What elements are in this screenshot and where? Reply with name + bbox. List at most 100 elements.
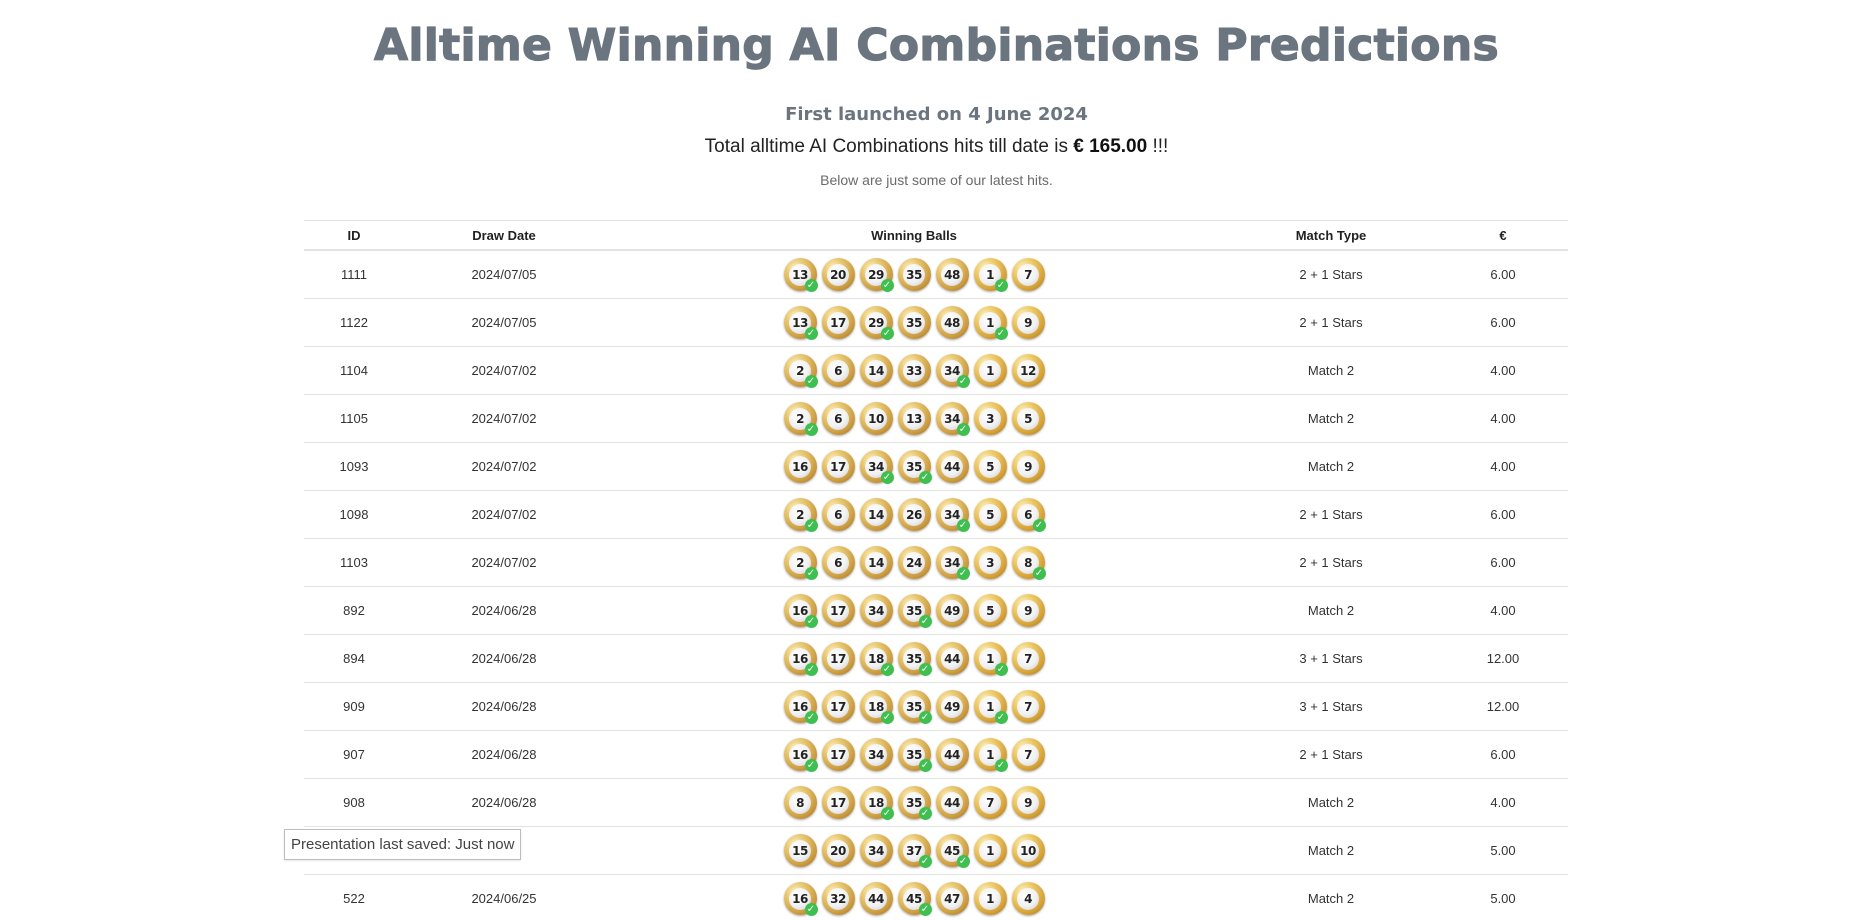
number-ball: 45 ✓ — [897, 882, 932, 916]
ball-number: 24 — [903, 551, 925, 574]
ball-number: 45 — [941, 839, 963, 862]
ball-number: 9 — [1017, 455, 1039, 478]
ball-number: 5 — [1017, 407, 1039, 430]
number-ball: 49 — [935, 594, 969, 627]
ball-number: 3 — [979, 407, 1001, 430]
hit-check-icon: ✓ — [918, 471, 932, 484]
ball-number: 9 — [1017, 791, 1039, 814]
ball-number: 2 — [789, 359, 811, 382]
ball-number: 4 — [1017, 887, 1039, 910]
ball-number: 20 — [827, 263, 849, 286]
hit-check-icon: ✓ — [804, 903, 818, 916]
number-ball: 35 ✓ — [897, 738, 932, 772]
hit-check-icon: ✓ — [918, 807, 932, 820]
ball-number: 48 — [941, 311, 963, 334]
ball-number: 34 — [865, 839, 887, 862]
ball-set: 13 ✓ 20 29 ✓ 35 48 1 ✓ 7 — [783, 255, 1048, 294]
hit-check-icon: ✓ — [1032, 519, 1046, 532]
number-ball: 47 — [935, 882, 969, 915]
number-ball: 34 ✓ — [935, 354, 970, 388]
total-amount: € 165.00 — [1073, 136, 1148, 157]
cell-euro-amount: 4.00 — [1438, 442, 1568, 491]
number-ball: 49 — [935, 690, 969, 723]
ball-number: 48 — [941, 263, 963, 286]
ball-number: 7 — [1017, 695, 1039, 718]
hit-check-icon: ✓ — [994, 327, 1008, 340]
hits-table: ID Draw Date Winning Balls Match Type € … — [304, 220, 1568, 920]
hit-check-icon: ✓ — [956, 375, 970, 388]
cell-winning-balls: 2 ✓ 6 10 13 34 ✓ 3 5 — [604, 394, 1224, 443]
cell-draw-date: 2024/06/28 — [404, 778, 604, 827]
cell-id: 892 — [304, 586, 404, 635]
cell-draw-date: 2024/07/02 — [404, 490, 604, 539]
table-row: 909 2024/06/28 16 ✓ 17 18 ✓ 35 ✓ 49 1 ✓ 7 3 + 1 Stars… — [304, 682, 1568, 731]
number-ball: 33 — [897, 354, 931, 387]
table-row: 1098 2024/07/02 2 ✓ 6 14 26 34 ✓ 5 6 ✓ 2 + 1 Stars 6.… — [304, 490, 1568, 539]
lucky-star-ball: 1 ✓ — [970, 687, 1010, 726]
cell-draw-date: 2024/07/02 — [404, 442, 604, 491]
number-ball: 16 ✓ — [783, 642, 818, 676]
ball-number: 35 — [903, 455, 925, 478]
table-row: 894 2024/06/28 16 ✓ 17 18 ✓ 35 ✓ 44 1 ✓ 7 3 + 1 Stars… — [304, 634, 1568, 683]
cell-draw-date: 2024/07/02 — [404, 394, 604, 443]
cell-id: 1122 — [304, 298, 404, 347]
table-row: 522 2024/06/25 16 ✓ 32 44 45 ✓ 47 1 4 Match 2 5.00 — [304, 874, 1568, 920]
hit-check-icon: ✓ — [956, 423, 970, 436]
lucky-star-ball: 6 ✓ — [1008, 495, 1048, 534]
lucky-star-ball: 3 — [970, 399, 1010, 438]
header-euro: € — [1438, 220, 1568, 251]
cell-id: 1093 — [304, 442, 404, 491]
number-ball: 17 — [821, 306, 855, 339]
ball-number: 2 — [789, 551, 811, 574]
lucky-star-ball: 7 — [1008, 255, 1048, 294]
ball-number: 17 — [827, 791, 849, 814]
lucky-star-ball: 1 — [970, 879, 1010, 918]
cell-id: 1104 — [304, 346, 404, 395]
lucky-star-ball: 9 — [1008, 783, 1048, 822]
lucky-star-ball: 5 — [970, 447, 1010, 486]
cell-id: 908 — [304, 778, 404, 827]
ball-number: 1 — [979, 839, 1001, 862]
hits-table-container: ID Draw Date Winning Balls Match Type € … — [304, 220, 1568, 920]
hit-check-icon: ✓ — [804, 663, 818, 676]
cell-draw-date: 2024/07/05 — [404, 250, 604, 299]
hit-check-icon: ✓ — [918, 759, 932, 772]
cell-match-type: Match 2 — [1224, 394, 1438, 443]
table-row: 1104 2024/07/02 2 ✓ 6 14 33 34 ✓ 1 12 Match 2 4.00 — [304, 346, 1568, 395]
ball-number: 34 — [941, 407, 963, 430]
hit-check-icon: ✓ — [918, 711, 932, 724]
number-ball: 35 ✓ — [897, 594, 932, 628]
hit-check-icon: ✓ — [880, 279, 894, 292]
hit-check-icon: ✓ — [994, 711, 1008, 724]
cell-id: 894 — [304, 634, 404, 683]
hit-check-icon: ✓ — [994, 759, 1008, 772]
ball-number: 9 — [1017, 311, 1039, 334]
lucky-star-ball: 12 — [1008, 351, 1048, 390]
number-ball: 35 ✓ — [897, 690, 932, 724]
hit-check-icon: ✓ — [918, 615, 932, 628]
lucky-star-ball: 9 — [1008, 591, 1048, 630]
number-ball: 14 — [859, 354, 893, 387]
ball-number: 49 — [941, 695, 963, 718]
ball-number: 17 — [827, 743, 849, 766]
subtitle-note: Below are just some of our latest hits. — [820, 172, 1053, 188]
total-prefix: Total alltime AI Combinations hits till … — [704, 136, 1068, 157]
hit-check-icon: ✓ — [956, 567, 970, 580]
table-row: 1103 2024/07/02 2 ✓ 6 14 24 34 ✓ 3 8 ✓ 2 + 1 Stars 6.… — [304, 538, 1568, 587]
cell-winning-balls: 8 17 18 ✓ 35 ✓ 44 7 9 — [604, 778, 1224, 827]
ball-number: 16 — [789, 455, 811, 478]
number-ball: 34 ✓ — [935, 402, 970, 436]
cell-euro-amount: 6.00 — [1438, 250, 1568, 299]
table-body: 1111 2024/07/05 13 ✓ 20 29 ✓ 35 48 1 ✓ 7 2 + 1 Stars… — [304, 250, 1568, 920]
hit-check-icon: ✓ — [804, 567, 818, 580]
number-ball: 34 — [859, 594, 893, 627]
hit-check-icon: ✓ — [804, 327, 818, 340]
number-ball: 45 ✓ — [935, 834, 970, 868]
ball-number: 15 — [789, 839, 811, 862]
hit-check-icon: ✓ — [880, 327, 894, 340]
cell-euro-amount: 4.00 — [1438, 586, 1568, 635]
number-ball: 17 — [821, 738, 855, 771]
cell-winning-balls: 16 ✓ 17 18 ✓ 35 ✓ 44 1 ✓ 7 — [604, 634, 1224, 683]
number-ball: 6 — [821, 498, 855, 531]
